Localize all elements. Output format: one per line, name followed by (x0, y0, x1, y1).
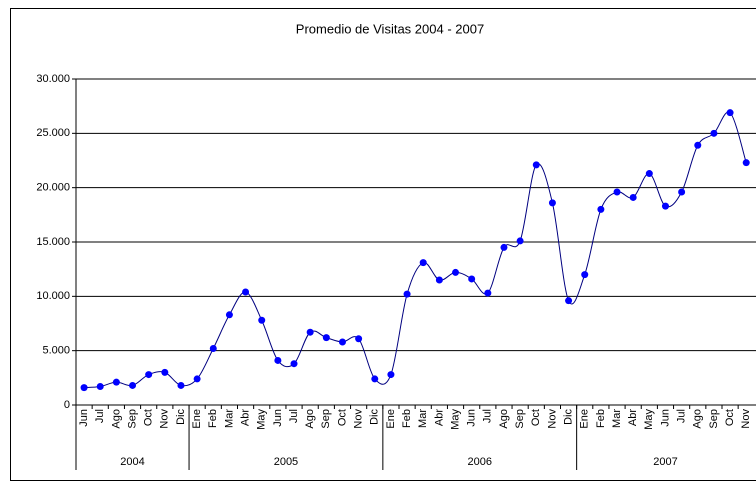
data-point (322, 334, 330, 342)
x-tick-label: Dic (562, 409, 574, 425)
y-tick-label: 0 (64, 399, 70, 411)
x-tick-label: Abr (627, 409, 639, 426)
chart-title: Promedio de Visitas 2004 - 2007 (296, 21, 484, 36)
x-tick-label: Sep (514, 409, 526, 429)
x-tick-label: May (256, 409, 268, 430)
y-tick-label: 25.000 (36, 127, 70, 139)
x-tick-label: Jun (272, 409, 284, 427)
x-tick-label: Oct (336, 409, 348, 426)
data-point (532, 161, 540, 169)
group-label: 2007 (653, 456, 677, 468)
y-tick-label: 5.000 (42, 345, 70, 357)
x-tick-label: Nov (159, 409, 171, 429)
group-label: 2004 (120, 456, 144, 468)
data-point (242, 288, 250, 296)
data-point (484, 289, 492, 297)
x-tick-label: Nov (740, 409, 752, 429)
data-point (548, 199, 556, 207)
data-point (80, 384, 88, 392)
x-tick-label: Dic (369, 409, 381, 425)
data-point (661, 202, 669, 210)
data-point (355, 335, 363, 343)
x-tick-label: Nov (546, 409, 558, 429)
data-point (694, 141, 702, 149)
group-label: 2005 (274, 456, 298, 468)
data-point (678, 188, 686, 196)
data-point (419, 259, 427, 267)
x-tick-label: Feb (401, 409, 413, 428)
x-tick-label: Ene (579, 409, 591, 429)
chart-frame (10, 8, 756, 481)
data-point (193, 375, 201, 383)
x-tick-label: Abr (433, 409, 445, 426)
data-point (726, 109, 734, 117)
data-point (565, 297, 573, 305)
x-tick-label: Jun (466, 409, 478, 427)
data-point (112, 378, 120, 386)
data-point (597, 205, 605, 213)
x-tick-label: Feb (207, 409, 219, 428)
x-tick-label: Jul (482, 409, 494, 423)
x-tick-label: Ago (498, 409, 510, 429)
x-tick-label: Jul (94, 409, 106, 423)
data-point (129, 381, 137, 389)
x-tick-label: Jul (676, 409, 688, 423)
x-tick-label: Jun (659, 409, 671, 427)
data-point (500, 243, 508, 251)
data-point (338, 338, 346, 346)
y-tick-label: 10.000 (36, 290, 70, 302)
x-tick-label: Ene (191, 409, 203, 429)
x-tick-label: Feb (595, 409, 607, 428)
x-tick-label: Mar (223, 409, 235, 428)
data-point (371, 375, 379, 383)
x-tick-label: May (449, 409, 461, 430)
data-point (209, 344, 217, 352)
x-tick-label: Ene (385, 409, 397, 429)
x-tick-label: May (643, 409, 655, 430)
y-tick-label: 30.000 (36, 73, 70, 85)
data-point (258, 316, 266, 324)
x-tick-label: Jun (78, 409, 90, 427)
x-tick-label: Abr (239, 409, 251, 426)
data-point (96, 383, 104, 391)
y-tick-label: 15.000 (36, 236, 70, 248)
data-point (387, 371, 395, 379)
x-tick-label: Sep (320, 409, 332, 429)
data-point (306, 328, 314, 336)
y-tick-label: 20.000 (36, 182, 70, 194)
data-point (161, 368, 169, 376)
data-point (435, 276, 443, 284)
data-point (645, 170, 653, 178)
x-tick-label: Oct (143, 409, 155, 426)
data-point (225, 311, 233, 319)
x-tick-label: Ago (304, 409, 316, 429)
x-tick-label: Dic (175, 409, 187, 425)
data-point (629, 193, 637, 201)
series-line (84, 111, 747, 389)
x-tick-label: Mar (417, 409, 429, 428)
data-point (742, 159, 750, 167)
x-tick-label: Nov (353, 409, 365, 429)
x-tick-label: Sep (708, 409, 720, 429)
x-tick-label: Ago (110, 409, 122, 429)
data-point (177, 381, 185, 389)
data-point (274, 356, 282, 364)
data-point (613, 188, 621, 196)
data-point (581, 271, 589, 279)
x-tick-label: Sep (126, 409, 138, 429)
data-point (516, 237, 524, 245)
x-tick-label: Ago (692, 409, 704, 429)
data-point (145, 371, 153, 379)
data-point (290, 360, 298, 368)
data-point (468, 275, 476, 283)
data-point (710, 129, 718, 137)
data-point (452, 268, 460, 276)
group-label: 2006 (468, 456, 492, 468)
x-tick-label: Oct (530, 409, 542, 426)
x-tick-label: Mar (611, 409, 623, 428)
x-tick-label: Jul (288, 409, 300, 423)
x-tick-label: Oct (724, 409, 736, 426)
data-point (403, 290, 411, 298)
